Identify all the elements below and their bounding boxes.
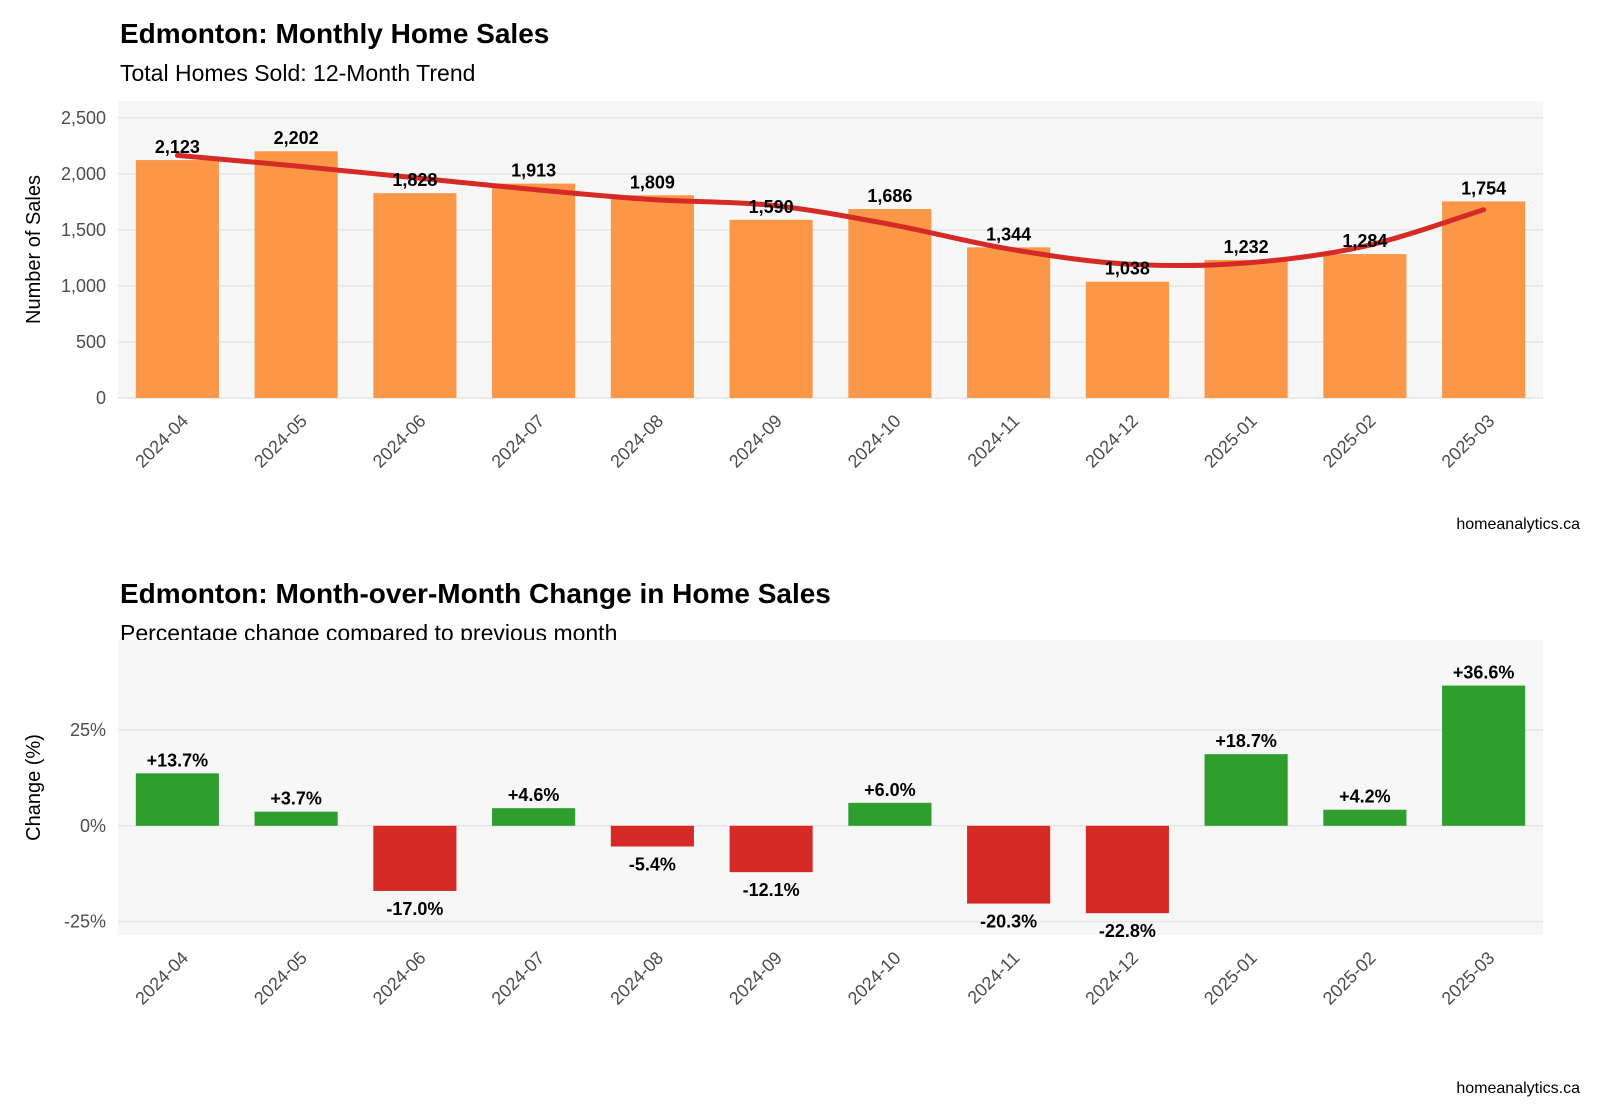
x-tick-label: 2024-04 [131,948,192,1009]
y-tick-label: 0 [96,388,106,408]
data-label: -17.0% [386,899,443,919]
data-label: 1,284 [1342,231,1387,251]
y-tick-label: 500 [76,332,106,352]
x-tick-label: 2024-06 [369,948,430,1009]
data-label: 1,754 [1461,178,1506,198]
x-tick-label: 2024-05 [250,948,311,1009]
x-tick-label: 2024-09 [725,948,786,1009]
x-tick-label: 2024-12 [1081,411,1142,472]
sales-chart-subtitle: Total Homes Sold: 12-Month Trend [120,60,476,86]
plot-background [118,101,1543,398]
change-chart: -25% 0% 25% Change (%) 2024-04 2024-05 2024-06… [23,640,1543,1009]
bar [729,219,813,398]
data-label: +13.7% [147,750,209,770]
x-tick-label: 2025-01 [1200,948,1261,1009]
bar [1323,809,1407,826]
y-tick-label: 25% [70,720,106,740]
sales-chart-panel: Edmonton: Monthly Home Sales Total Homes… [23,18,1580,533]
data-label: +3.7% [270,789,322,809]
data-label: +18.7% [1215,731,1277,751]
data-label: +4.6% [508,785,560,805]
bar [254,151,338,398]
sales-chart-title: Edmonton: Monthly Home Sales [120,18,550,49]
data-label: 2,123 [155,137,200,157]
y-axis-title: Change (%) [23,734,45,841]
x-tick-label: 2025-02 [1319,948,1380,1009]
bar [492,183,576,398]
bar [373,193,457,398]
x-tick-label: 2024-09 [725,411,786,472]
bar [729,825,813,873]
y-axis-title: Number of Sales [23,175,45,324]
data-label: 1,590 [749,197,794,217]
bar [1204,259,1288,398]
bar [492,808,576,826]
change-chart-panel: Edmonton: Month-over-Month Change in Hom… [0,560,1600,1120]
bar [1323,254,1407,398]
bar [254,811,338,826]
x-tick-label: 2024-11 [964,948,1024,1008]
bar [135,773,219,826]
sales-chart-caption: homeanalytics.ca [1456,516,1580,533]
data-label: 1,232 [1224,237,1269,257]
change-chart-caption: homeanalytics.ca [1456,1080,1580,1097]
data-label: 1,809 [630,172,675,192]
data-label: +36.6% [1453,663,1515,683]
data-label: 1,686 [867,186,912,206]
bar [967,825,1051,904]
x-tick-label: 2024-11 [964,411,1024,471]
y-tick-label: 1,500 [61,220,106,240]
bar [610,195,694,398]
x-tick-label: 2025-03 [1438,948,1499,1009]
y-tick-label: 2,500 [61,108,106,128]
y-tick-label: 2,000 [61,164,106,184]
x-tick-label: 2024-06 [369,411,430,472]
data-label: +4.2% [1339,787,1391,807]
data-label: -5.4% [629,855,676,875]
x-tick-label: 2025-01 [1200,411,1261,472]
x-tick-label: 2024-07 [488,411,549,472]
sales-chart: 0 500 1,000 1,500 2,000 2,500 Number of Sales 2… [23,101,1543,472]
bar [1085,825,1169,914]
bar [848,209,932,398]
x-tick-label: 2024-08 [606,411,667,472]
bar [610,825,694,847]
y-tick-label: -25% [64,912,106,932]
bar [1204,754,1288,826]
x-tick-label: 2025-02 [1319,411,1380,472]
data-label: 1,344 [986,224,1031,244]
x-tick-label: 2025-03 [1438,411,1499,472]
bar [967,247,1051,398]
bar [1442,685,1526,826]
data-label: -22.8% [1099,921,1156,941]
data-label: 1,038 [1105,259,1150,279]
plot-background [118,640,1543,935]
x-tick-label: 2024-12 [1081,948,1142,1009]
x-tick-label: 2024-05 [250,411,311,472]
data-label: +6.0% [864,780,916,800]
x-tick-label: 2024-10 [844,411,905,472]
data-label: -12.1% [743,880,800,900]
x-tick-label: 2024-07 [488,948,549,1009]
bar [135,160,219,398]
bar [1085,281,1169,398]
data-label: 1,913 [511,161,556,181]
data-label: 1,828 [392,170,437,190]
x-tick-label: 2024-10 [844,948,905,1009]
x-tick-label: 2024-08 [606,948,667,1009]
change-chart-title: Edmonton: Month-over-Month Change in Hom… [120,578,831,609]
data-label: 2,202 [274,128,319,148]
trend-line [174,152,1487,269]
bar [1442,201,1526,398]
y-tick-label: 0% [80,816,106,836]
x-tick-label: 2024-04 [131,411,192,472]
bar [373,825,457,891]
bar [848,802,932,826]
y-tick-label: 1,000 [61,276,106,296]
data-label: -20.3% [980,912,1037,932]
